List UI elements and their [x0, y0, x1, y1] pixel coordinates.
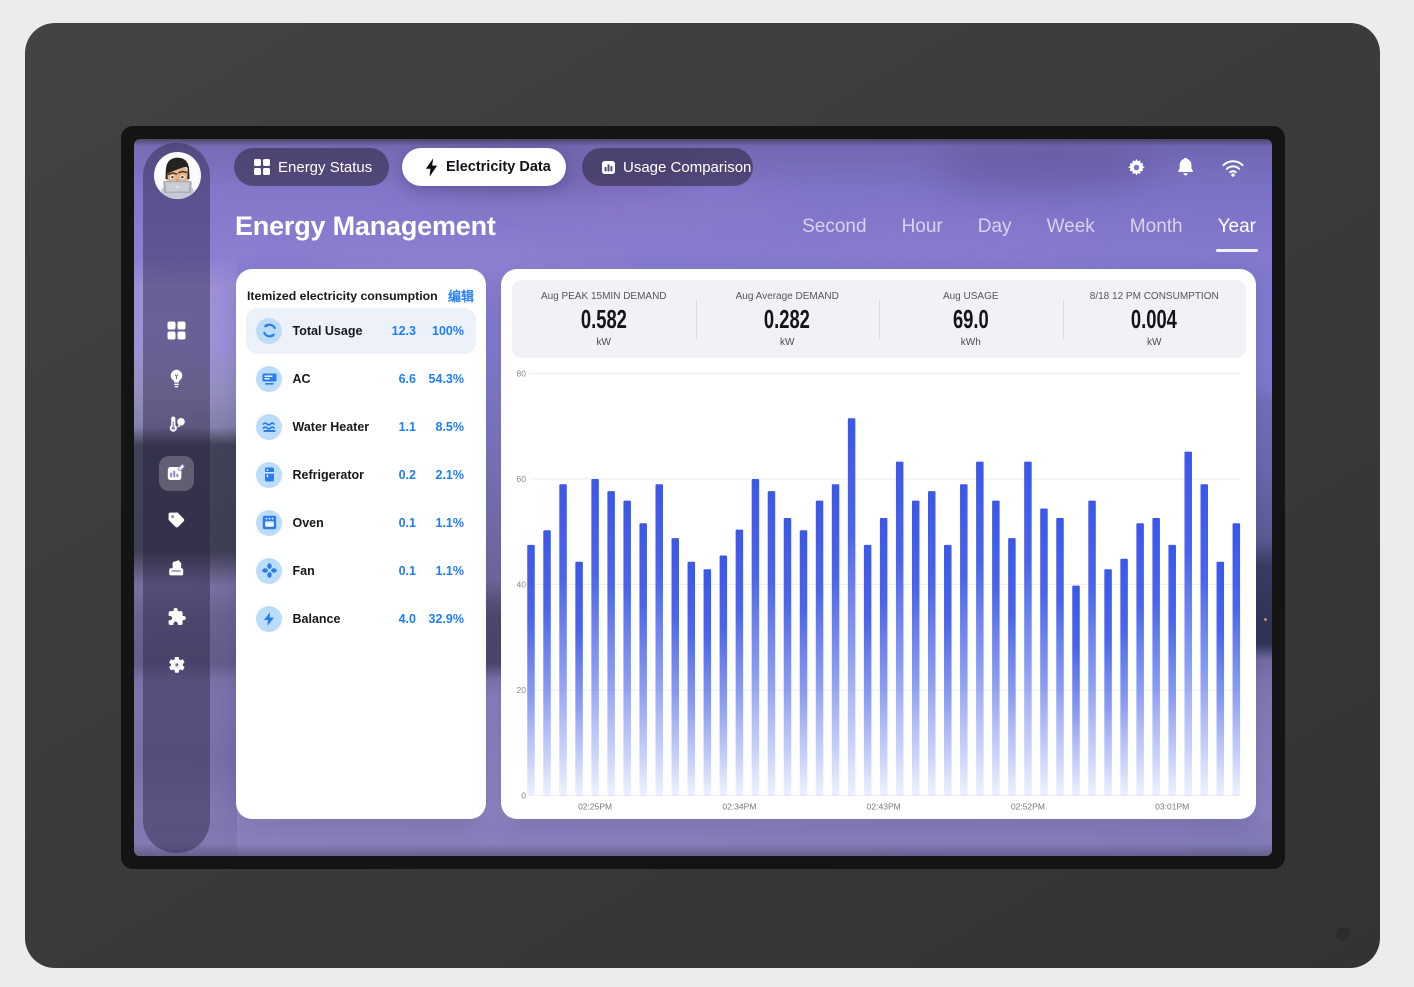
svg-text:40: 40 [517, 580, 527, 590]
svg-text:02:43PM: 02:43PM [867, 802, 901, 812]
svg-text:60: 60 [517, 474, 527, 484]
svg-text:02:34PM: 02:34PM [722, 802, 756, 812]
svg-text:80: 80 [517, 369, 527, 379]
svg-text:02:52PM: 02:52PM [1011, 802, 1045, 812]
svg-text:0: 0 [521, 791, 526, 801]
svg-text:20: 20 [517, 685, 527, 695]
svg-text:03:01PM: 03:01PM [1155, 802, 1189, 812]
svg-text:02:25PM: 02:25PM [578, 802, 612, 812]
